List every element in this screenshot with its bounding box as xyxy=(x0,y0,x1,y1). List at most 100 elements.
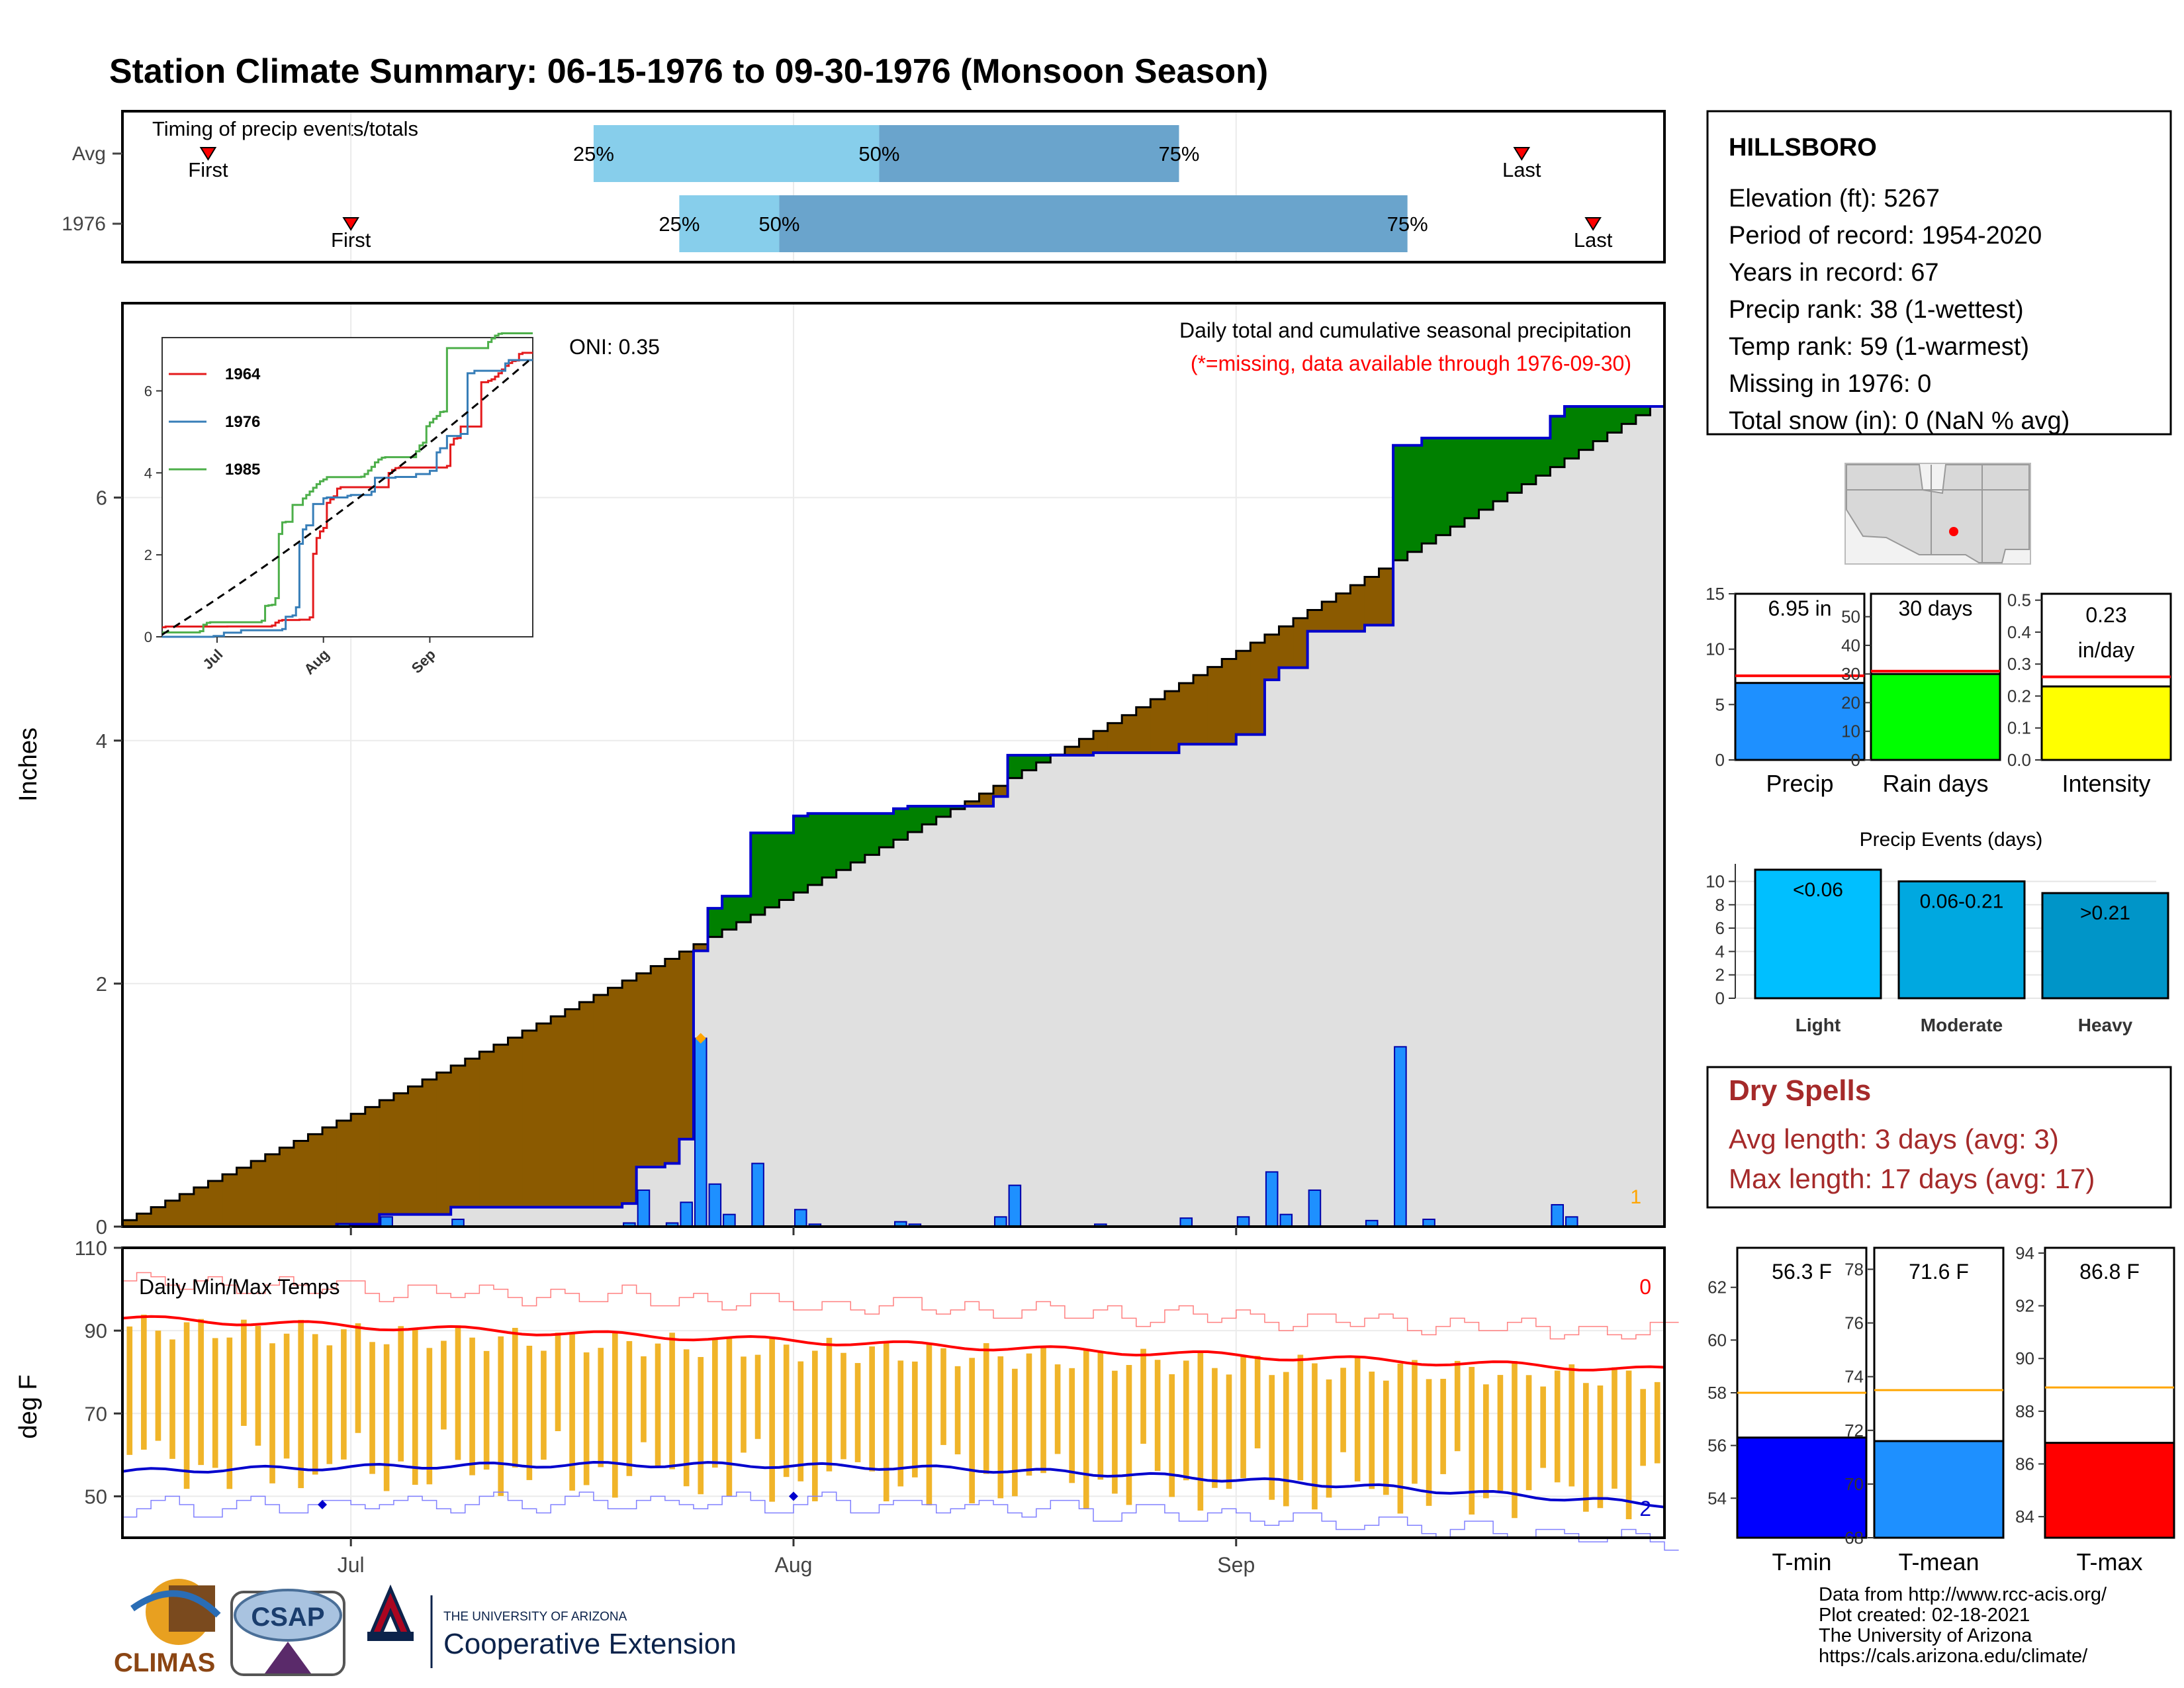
daily-temp-bar xyxy=(741,1356,747,1453)
inset-ytick-label: 6 xyxy=(144,383,152,399)
daily-temp-bar xyxy=(1369,1372,1375,1489)
deficit-area xyxy=(1379,568,1394,626)
summary-ytick-label: 10 xyxy=(1706,639,1725,659)
daily-temp-bar xyxy=(983,1343,989,1474)
summary-bar-label: Rain days xyxy=(1882,770,1988,797)
daily-precip-bar xyxy=(694,1037,707,1227)
quartile-bar-low xyxy=(593,125,880,182)
deficit-area xyxy=(1350,585,1365,632)
deficit-area xyxy=(408,1086,423,1215)
daily-temp-bar xyxy=(1226,1374,1232,1489)
daily-precip-bar xyxy=(1308,1189,1322,1227)
deficit-area xyxy=(1336,593,1351,632)
deficit-area xyxy=(1236,651,1251,735)
daily-temp-bar xyxy=(826,1337,833,1472)
dry-spells-max: Max length: 17 days (avg: 17) xyxy=(1729,1163,2095,1194)
temp-summary-ytick-label: 58 xyxy=(1707,1383,1727,1403)
quartile-label: 75% xyxy=(1387,212,1428,236)
daily-temp-bar xyxy=(355,1323,361,1433)
temp-summary-value: 56.3 F xyxy=(1772,1260,1832,1284)
deficit-area xyxy=(136,1213,152,1227)
daily-temp-bar xyxy=(1254,1356,1261,1448)
deficit-area xyxy=(1264,634,1279,680)
temp-summary-ytick-label: 76 xyxy=(1844,1313,1864,1333)
event-bar-range: 0.06-0.21 xyxy=(1920,890,2004,912)
deficit-area xyxy=(522,1030,537,1207)
daily-precip-bar xyxy=(794,1209,807,1227)
daily-temp-bar xyxy=(1154,1360,1161,1471)
daily-temp-bar xyxy=(198,1319,204,1466)
inset-legend-label: 1976 xyxy=(225,413,260,431)
daily-temp-bar xyxy=(512,1327,518,1468)
daily-temp-bar xyxy=(598,1348,604,1468)
summary-ytick-label: 0.0 xyxy=(2007,750,2031,770)
daily-temp-bar xyxy=(583,1352,590,1485)
average-tmin-line xyxy=(122,1460,1665,1509)
daily-temp-bar xyxy=(569,1333,575,1491)
deficit-area xyxy=(565,1009,580,1207)
surplus-area xyxy=(793,816,809,893)
temp-title: Daily Min/Max Temps xyxy=(139,1275,340,1299)
precip-ytick-label: 6 xyxy=(96,487,107,510)
surplus-area xyxy=(1593,406,1608,442)
daily-temp-bar xyxy=(469,1337,475,1476)
surplus-area xyxy=(736,896,751,923)
summary-ytick-label: 0.3 xyxy=(2007,654,2031,674)
surplus-area xyxy=(1435,438,1451,536)
inset-series-1976 xyxy=(162,359,533,638)
surplus-area xyxy=(822,813,837,878)
page-title: Station Climate Summary: 06-15-1976 to 0… xyxy=(109,52,1268,91)
station-line: Elevation (ft): 5267 xyxy=(1729,185,1940,212)
cumulative-base-area xyxy=(122,406,1664,1227)
precip-panel: 0 2 4 6 Inches Daily total and cumulative s… xyxy=(15,302,1666,1239)
deficit-area xyxy=(265,1154,280,1227)
deficit-area xyxy=(636,973,651,1168)
daily-precip-bar xyxy=(680,1201,693,1227)
temp-summary-ytick-label: 74 xyxy=(1844,1367,1864,1387)
daily-temp-bar xyxy=(1283,1372,1289,1507)
surplus-area xyxy=(1422,438,1437,544)
summary-ytick-label: 40 xyxy=(1841,635,1860,655)
daily-temp-bar xyxy=(1440,1378,1446,1474)
daily-precip-bar xyxy=(751,1162,764,1227)
surplus-area xyxy=(764,833,780,908)
summary-value-unit: in/day xyxy=(2078,638,2134,662)
deficit-area xyxy=(622,980,637,1204)
deficit-area xyxy=(1107,723,1122,753)
inset-legend-label: 1964 xyxy=(225,365,261,383)
station-line: Missing in 1976: 0 xyxy=(1729,370,1931,398)
surplus-area xyxy=(1007,755,1023,778)
daily-precip-bar xyxy=(1394,1046,1407,1228)
footer-line: Plot created: 02-18-2021 xyxy=(1819,1605,2030,1626)
daily-temp-bar xyxy=(483,1350,490,1470)
deficit-area xyxy=(279,1147,295,1227)
daily-temp-bar xyxy=(1625,1370,1632,1520)
quartile-label: 25% xyxy=(573,142,614,165)
deficit-area xyxy=(1307,610,1322,632)
station-info-box: HILLSBORO Elevation (ft): 5267 Period of… xyxy=(1706,110,2172,436)
daily-temp-bar xyxy=(1140,1348,1146,1444)
deficit-area xyxy=(322,1127,338,1227)
timing-title: Timing of precip events/totals xyxy=(152,117,418,140)
deficit-area xyxy=(1279,626,1294,668)
temp-summary-ytick-label: 60 xyxy=(1707,1330,1727,1350)
daily-temp-bar xyxy=(369,1342,375,1474)
daily-temp-bar xyxy=(326,1345,333,1464)
deficit-area xyxy=(608,988,623,1207)
precip-events-title: Precip Events (days) xyxy=(1860,829,2043,851)
deficit-area xyxy=(436,1072,451,1215)
temp-summary-ytick-label: 92 xyxy=(2015,1296,2034,1316)
quartile-bar-low xyxy=(679,195,780,252)
temp-summary-value: 86.8 F xyxy=(2079,1260,2140,1284)
temp-summary-ytick-label: 62 xyxy=(1707,1278,1727,1297)
temp-summary-ytick-label: 54 xyxy=(1707,1488,1727,1508)
quartile-bar-high xyxy=(779,195,1408,252)
daily-temp-bar xyxy=(954,1366,961,1455)
temp-summary-bar-t-max xyxy=(2044,1442,2175,1539)
surplus-area xyxy=(950,806,966,810)
daily-temp-bar xyxy=(1497,1375,1504,1491)
events-ytick-label: 2 xyxy=(1715,965,1725,985)
daily-precip-bar xyxy=(1008,1184,1022,1228)
daily-temp-bar xyxy=(455,1325,461,1460)
